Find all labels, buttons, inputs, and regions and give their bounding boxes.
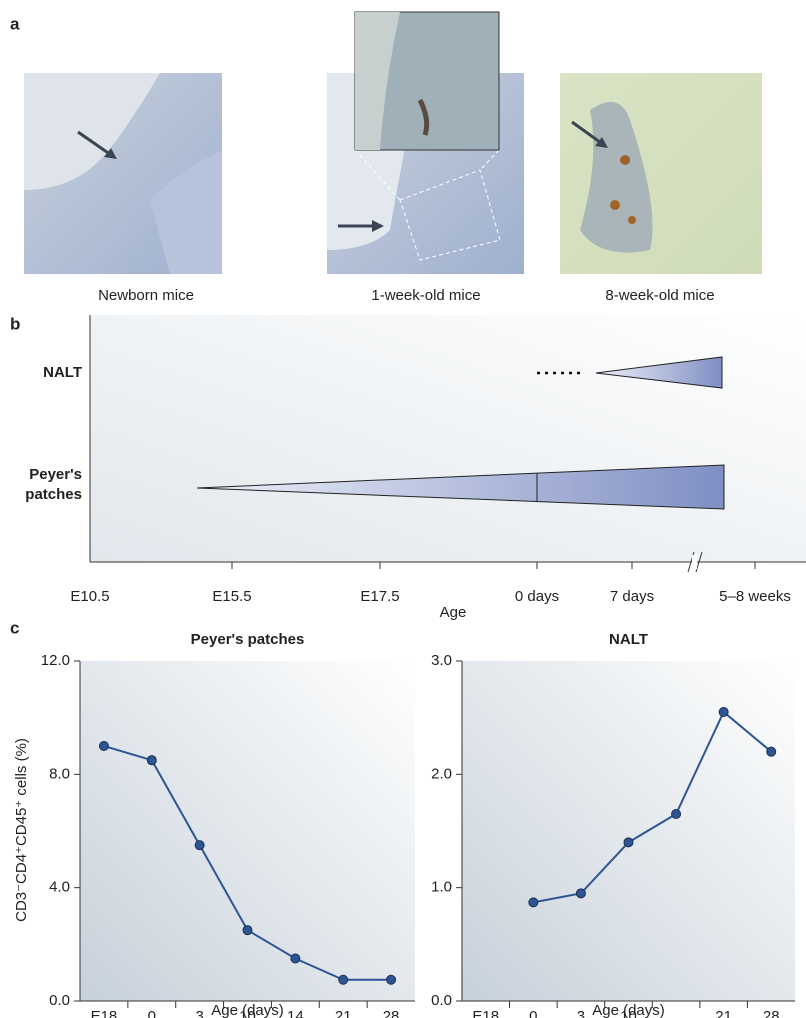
figure: a Newborn mice 1-week-old mice 8-week-ol… <box>0 0 806 1018</box>
axis-title: Age <box>440 604 467 621</box>
data-point <box>576 889 585 898</box>
data-point <box>147 756 156 765</box>
data-point <box>99 742 108 751</box>
panel-letter: a <box>10 14 20 33</box>
plot-bg <box>80 661 415 1001</box>
data-point <box>767 747 776 756</box>
data-point <box>672 810 681 819</box>
data-point <box>195 841 204 850</box>
x-tick-label: 3 <box>195 1008 203 1018</box>
data-point <box>243 926 252 935</box>
x-tick-label: E18 <box>91 1008 118 1018</box>
x-tick-label: 10 <box>620 1008 637 1018</box>
y-tick-label: 8.0 <box>49 765 70 782</box>
data-point <box>387 975 396 984</box>
axis-label: E15.5 <box>212 588 251 605</box>
figure-canvas: a Newborn mice 1-week-old mice 8-week-ol… <box>0 0 806 1018</box>
y-axis-title: CD3⁻CD4⁺CD45⁺ cells (%) <box>13 738 30 922</box>
plot-bg <box>462 661 795 1001</box>
panel-letter: b <box>10 314 20 333</box>
caption: 8-week-old mice <box>605 287 714 304</box>
chart-title: Peyer's patches <box>191 631 305 648</box>
y-tick-label: 4.0 <box>49 879 70 896</box>
caption: Newborn mice <box>98 287 194 304</box>
x-tick-label: 0 <box>148 1008 156 1018</box>
caption: 1-week-old mice <box>371 287 480 304</box>
data-point <box>291 954 300 963</box>
x-tick-label: E18 <box>472 1008 499 1018</box>
row-label: Peyer's patches <box>0 465 82 505</box>
y-tick-label: 0.0 <box>431 992 452 1009</box>
x-tick-label: 21 <box>335 1008 352 1018</box>
data-point <box>529 898 538 907</box>
x-tick-label: 3 <box>577 1008 585 1018</box>
x-tick-label: 28 <box>383 1008 400 1018</box>
row-label: NALT <box>43 364 82 381</box>
data-point <box>719 708 728 717</box>
y-tick-label: 3.0 <box>431 652 452 669</box>
axis-label: 7 days <box>610 588 654 605</box>
data-point <box>624 838 633 847</box>
chart-title: NALT <box>609 631 648 648</box>
x-tick-label: 28 <box>763 1008 780 1018</box>
x-tick-label: 0 <box>529 1008 537 1018</box>
y-tick-label: 1.0 <box>431 879 452 896</box>
y-tick-label: 0.0 <box>49 992 70 1009</box>
axis-label: 5–8 weeks <box>719 588 791 605</box>
y-tick-label: 12.0 <box>41 652 70 669</box>
data-point <box>339 975 348 984</box>
axis-break <box>692 555 697 569</box>
x-tick-label: 21 <box>715 1008 732 1018</box>
micrograph <box>327 12 524 274</box>
axis-label: 0 days <box>515 588 559 605</box>
y-tick-label: 2.0 <box>431 765 452 782</box>
timeline-bg <box>90 315 806 562</box>
x-tick-label: 14 <box>287 1008 304 1018</box>
panel-letter: c <box>10 618 19 637</box>
micrograph <box>24 73 222 274</box>
micrograph <box>560 73 762 274</box>
axis-label: E10.5 <box>70 588 109 605</box>
x-tick-label: 10 <box>239 1008 256 1018</box>
axis-label: E17.5 <box>360 588 399 605</box>
